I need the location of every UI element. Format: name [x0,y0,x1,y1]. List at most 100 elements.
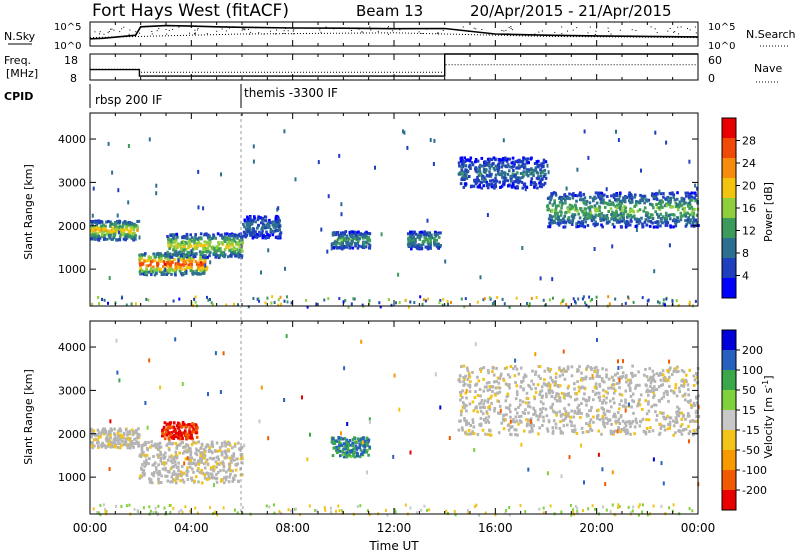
velocity-cell [350,451,353,454]
velocity-cell [459,419,462,422]
power-cell [657,300,659,303]
power-cell [486,161,489,164]
velocity-cell [681,433,684,436]
power-cell [645,214,648,217]
power-cell [425,233,428,236]
power-cell [627,296,629,299]
noise-scatter-dot [194,30,195,31]
velocity-cell [183,423,186,426]
power-cell [676,198,679,201]
velocity-cell [622,359,624,363]
velocity-cell [225,451,228,454]
velocity-cell [99,504,101,507]
power-cell [125,226,128,229]
power-cell [403,131,405,135]
velocity-cell [144,401,146,405]
power-cell [631,208,634,211]
velocity-cell [525,401,528,404]
velocity-cell [148,358,150,362]
power-cell [620,200,623,203]
velocity-cell [641,511,643,514]
power-cell [193,298,195,301]
noise-scatter-dot [576,27,577,28]
velocity-cell [173,434,176,437]
power-cell [204,244,207,247]
velocity-cell [224,441,227,444]
power-cell [351,231,354,234]
velocity-cell [610,510,612,513]
velocity-cell [163,461,166,464]
power-cell [468,175,471,178]
velocity-cell [613,413,616,416]
noise-right-tick-bottom: 10^0 [708,41,735,52]
power-cell [318,160,320,164]
velocity-cell [220,390,222,394]
power-cell [200,237,203,240]
velocity-cell [357,455,360,458]
power-cell [667,197,670,200]
power-cell [491,163,494,166]
velocity-cell [208,450,211,453]
power-cell [587,212,590,215]
power-cell [487,186,490,189]
power-cell [112,229,115,232]
velocity-cell [163,457,166,460]
power-cell [98,220,101,223]
velocity-cell [634,425,637,428]
noise-left-tick-top: 10^5 [54,22,81,33]
power-cell [512,157,515,160]
velocity-colorbar-swatch [722,410,736,430]
velocity-cell [538,508,540,511]
velocity-cell [560,370,563,373]
velocity-cell [366,443,369,446]
velocity-cell [515,397,518,400]
power-cell [574,300,576,303]
velocity-cell [211,441,214,444]
power-cell [495,174,498,177]
velocity-cell [201,481,204,484]
power-cell [653,226,656,229]
velocity-cell [360,453,363,456]
velocity-cell [500,422,503,425]
velocity-cell [535,370,538,373]
velocity-cell [473,448,475,452]
noise-scatter-dot [293,33,294,34]
power-cell [254,220,257,223]
power-cell [581,210,584,213]
power-cell [499,186,502,189]
velocity-cell [576,507,578,510]
power-cell [266,297,268,300]
power-cell [224,248,227,251]
velocity-colorbar-tick-label: -15 [742,424,760,437]
velocity-cell [359,504,361,507]
power-cell [413,231,416,234]
velocity-cell [644,399,647,402]
power-cell [677,208,680,211]
velocity-cell [683,385,686,388]
velocity-cell [680,412,683,415]
velocity-cell [592,504,594,507]
freq-left-tick-top: 18 [64,54,78,67]
power-cell [691,192,694,195]
velocity-cell [175,451,178,454]
power-cell [565,221,568,224]
velocity-cell [552,403,555,406]
noise-scatter-dot [222,28,223,29]
power-cell [676,299,678,302]
power-cell [213,253,216,256]
power-cell [673,214,676,217]
velocity-cell [491,370,494,373]
velocity-cell [670,389,673,392]
velocity-cell [656,414,659,417]
freq-left-unit: [MHz] [6,67,38,80]
power-cell [693,208,696,211]
power-cell [649,203,652,206]
power-colorbar-tick-label: 12 [742,225,756,238]
power-cell [131,235,134,238]
velocity-cell [653,379,656,382]
power-cell [194,233,197,236]
noise-scatter-dot [293,29,294,30]
power-cell [180,255,183,258]
power-cell [576,168,578,172]
power-cell [560,207,563,210]
